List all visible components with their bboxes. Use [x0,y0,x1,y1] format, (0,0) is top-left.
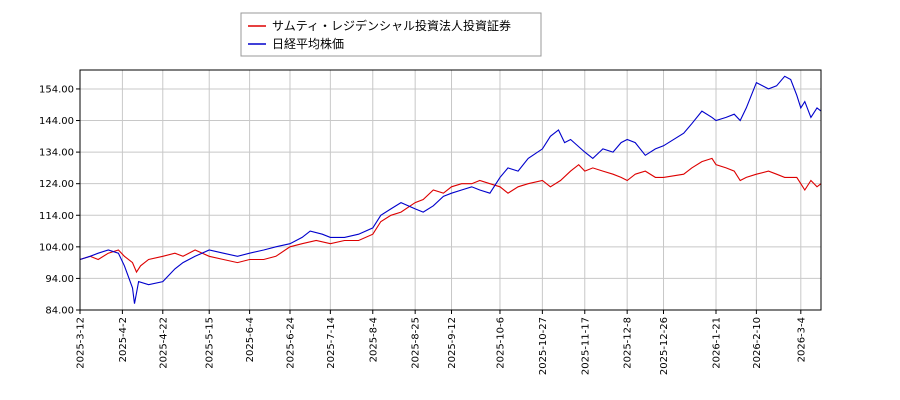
x-tick-label: 2025-4-22 [158,317,169,369]
x-tick-label: 2025-12-8 [623,317,634,369]
x-tick-label: 2025-5-15 [205,317,216,369]
legend-label-1: 日経平均株価 [272,36,344,51]
y-tick-label: 124.00 [39,179,74,190]
x-tick-label: 2025-8-4 [368,317,379,362]
x-axis: 2025-3-12 2025-4-2 2025-4-22 2025-5-15 2025-… [76,310,807,375]
y-tick-label: 114.00 [39,211,74,222]
series-line-1 [79,75,822,304]
x-tick-label: 2025-8-25 [411,317,422,369]
x-tick-label: 2025-10-27 [538,317,549,375]
x-tick-label: 2026-3-4 [796,317,807,362]
x-tick-label: 2025-6-4 [245,317,256,362]
series-lines [79,75,822,304]
y-tick-label: 94.00 [45,274,74,285]
x-tick-label: 2025-4-2 [118,317,129,362]
x-tick-label: 2025-11-17 [580,317,591,375]
x-tick-label: 2026-2-10 [752,317,763,369]
grid [79,70,821,311]
x-tick-label: 2026-1-21 [712,317,723,369]
y-axis: 84.00 94.00 104.00 114.00 124.00 134.00 144.00… [39,84,80,317]
y-tick-label: 104.00 [39,242,74,253]
x-tick-label: 2025-7-14 [326,317,337,369]
x-tick-label: 2025-3-12 [76,317,87,369]
y-tick-label: 144.00 [39,116,74,127]
y-tick-label: 154.00 [39,84,74,95]
plot-area [80,70,821,310]
x-tick-label: 2025-9-12 [447,317,458,369]
x-tick-label: 2025-10-6 [495,317,506,369]
legend-box [240,12,542,57]
legend-label-0: サムティ・レジデンシャル投資法人投資証券 [272,18,511,33]
x-tick-label: 2025-6-24 [285,317,296,369]
y-tick-label: 84.00 [45,306,74,317]
legend: サムティ・レジデンシャル投資法人投資証券 日経平均株価 [240,12,542,57]
series-line-0 [79,157,822,274]
plot-frame [79,69,822,311]
x-tick-label: 2025-12-26 [659,317,670,375]
y-tick-label: 134.00 [39,148,74,159]
